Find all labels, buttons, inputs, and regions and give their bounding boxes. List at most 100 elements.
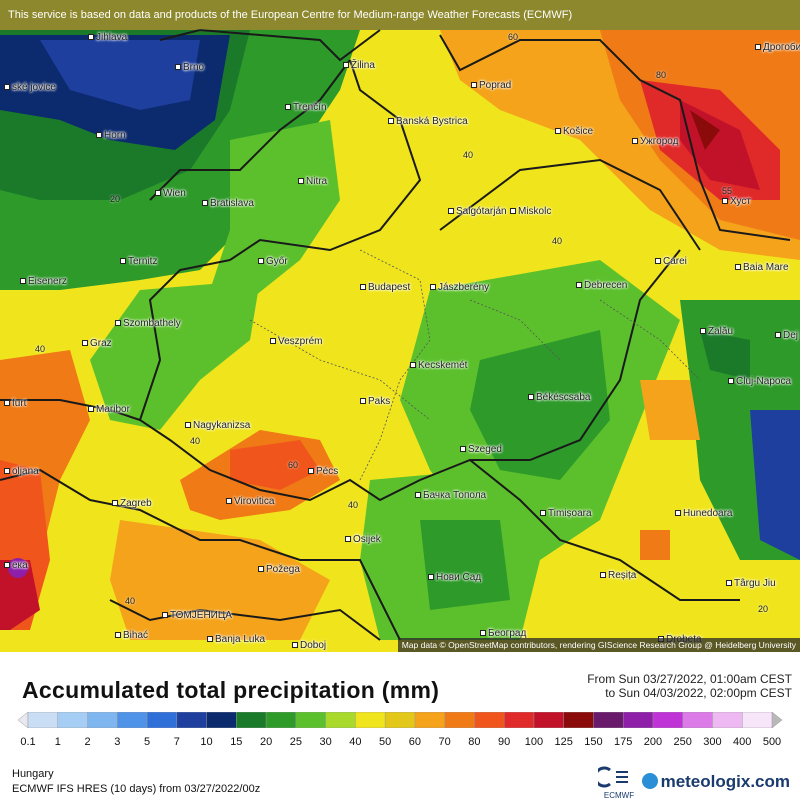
city-label: Banská Bystrica [388, 116, 468, 127]
city-marker-icon [360, 284, 366, 291]
scale-value: 500 [762, 736, 782, 748]
city-name: Osijek [353, 534, 381, 545]
city-name: Graz [90, 338, 112, 349]
contour-value: 40 [35, 344, 46, 354]
city-name: Trenčín [293, 102, 327, 113]
scale-swatch [57, 712, 89, 728]
city-name: Cluj-Napoca [736, 376, 792, 387]
ecmwf-logo-icon [593, 766, 628, 788]
city-marker-icon [540, 510, 546, 517]
contour-value: 55 [722, 186, 733, 196]
scale-value: 300 [703, 736, 722, 748]
scale-swatch [741, 712, 773, 728]
precipitation-map[interactable]: This service is based on data and produc… [0, 0, 800, 652]
region-label: Hungary [12, 768, 54, 780]
city-name: ека [12, 560, 28, 571]
legend-title: Accumulated total precipitation (mm) [22, 677, 440, 703]
city-marker-icon [20, 278, 26, 285]
city-label: Brno [175, 62, 204, 73]
city-label: Нови Сад [428, 572, 481, 583]
city-marker-icon [388, 118, 394, 125]
city-label: Ternitz [120, 256, 157, 267]
city-label: Ужгород [632, 136, 678, 147]
city-label: Salgótarján [448, 206, 507, 217]
contour-value: 40 [348, 500, 359, 510]
city-name: Eisenerz [28, 276, 67, 287]
city-name: Debrecen [584, 280, 628, 291]
map-attribution[interactable]: Map data © OpenStreetMap contributors, r… [397, 638, 800, 652]
city-name: Jihlava [96, 32, 128, 43]
contour-value: 60 [508, 32, 519, 42]
city-label: Košice [555, 126, 593, 137]
scale-swatch [117, 712, 148, 728]
scale-labels: 0.1 1 2 3 5 7 10 15 20 25 30 40 50 60 70 80 90 100 125 150 1… [0, 736, 800, 752]
city-label: Kecskemét [410, 360, 467, 371]
city-label: Maribor [88, 404, 130, 415]
city-marker-icon [460, 446, 466, 453]
city-marker-icon [410, 362, 416, 369]
city-label: Hunedoara [675, 508, 732, 519]
city-name: Virovitica [234, 496, 275, 507]
city-marker-icon [207, 636, 213, 643]
city-label: Virovitica [226, 496, 274, 507]
meteologix-brand[interactable]: meteologix.com [641, 772, 790, 792]
city-name: Žilina [351, 60, 375, 71]
city-label: Osijek [345, 534, 381, 545]
city-name: Poprad [479, 80, 512, 91]
meteologix-icon [641, 773, 658, 789]
city-label: Pécs [308, 466, 338, 477]
city-marker-icon [96, 132, 102, 139]
city-name: Košice [563, 126, 594, 137]
city-name: Paks [368, 396, 391, 407]
city-label: Carei [655, 256, 687, 267]
city-marker-icon [428, 574, 434, 581]
city-name: Dej [783, 330, 799, 341]
city-name: Kecskemét [418, 360, 468, 371]
city-name: Bihać [123, 630, 149, 641]
city-label: Trenčín [285, 102, 327, 113]
city-name: Miskolc [518, 206, 552, 217]
city-label: Banja Luka [207, 634, 265, 645]
city-name: Târgu Jiu [734, 578, 776, 589]
city-marker-icon [298, 178, 304, 185]
city-label: Timișoara [540, 508, 592, 519]
color-scale [18, 712, 782, 728]
city-label: Budapest [360, 282, 410, 293]
scale-swatch [146, 712, 178, 728]
city-label: Београд [480, 628, 526, 639]
city-label: Хуст [722, 196, 751, 207]
city-name: Salgótarján [456, 206, 507, 217]
city-name: Doboj [300, 640, 327, 651]
city-name: Szeged [468, 444, 502, 455]
city-marker-icon [88, 34, 94, 41]
city-name: Timișoara [548, 508, 592, 519]
city-marker-icon [185, 422, 191, 429]
city-name: Budapest [368, 282, 411, 293]
city-marker-icon [258, 258, 264, 265]
city-marker-icon [292, 642, 298, 649]
city-label: ека [4, 560, 28, 571]
scale-value: 30 [319, 736, 332, 748]
scale-value: 0.1 [20, 736, 36, 748]
city-marker-icon [632, 138, 638, 145]
scale-swatch [444, 712, 476, 728]
scale-value: 50 [378, 736, 392, 748]
scale-swatch [414, 712, 446, 728]
city-marker-icon [600, 572, 606, 579]
city-name: Jászberény [438, 282, 490, 293]
city-name: ТОМЈЕНИЦА [170, 610, 232, 621]
city-label: Horn [96, 130, 126, 141]
period-end: to Sun 04/03/2022, 02:00pm CEST [605, 686, 792, 700]
city-marker-icon [226, 498, 232, 505]
city-marker-icon [775, 332, 781, 339]
city-label: Győr [258, 256, 288, 267]
scale-value: 70 [438, 736, 451, 748]
scale-swatch [27, 712, 59, 728]
city-name: Pécs [316, 466, 339, 477]
city-name: Хуст [730, 196, 751, 207]
city-label: Nitra [298, 176, 327, 187]
city-marker-icon [4, 400, 10, 407]
city-label: Doboj [292, 640, 326, 651]
scale-swatch [87, 712, 119, 728]
forecast-period: From Sun 03/27/2022, 01:00am CEST to Sun… [587, 672, 792, 700]
